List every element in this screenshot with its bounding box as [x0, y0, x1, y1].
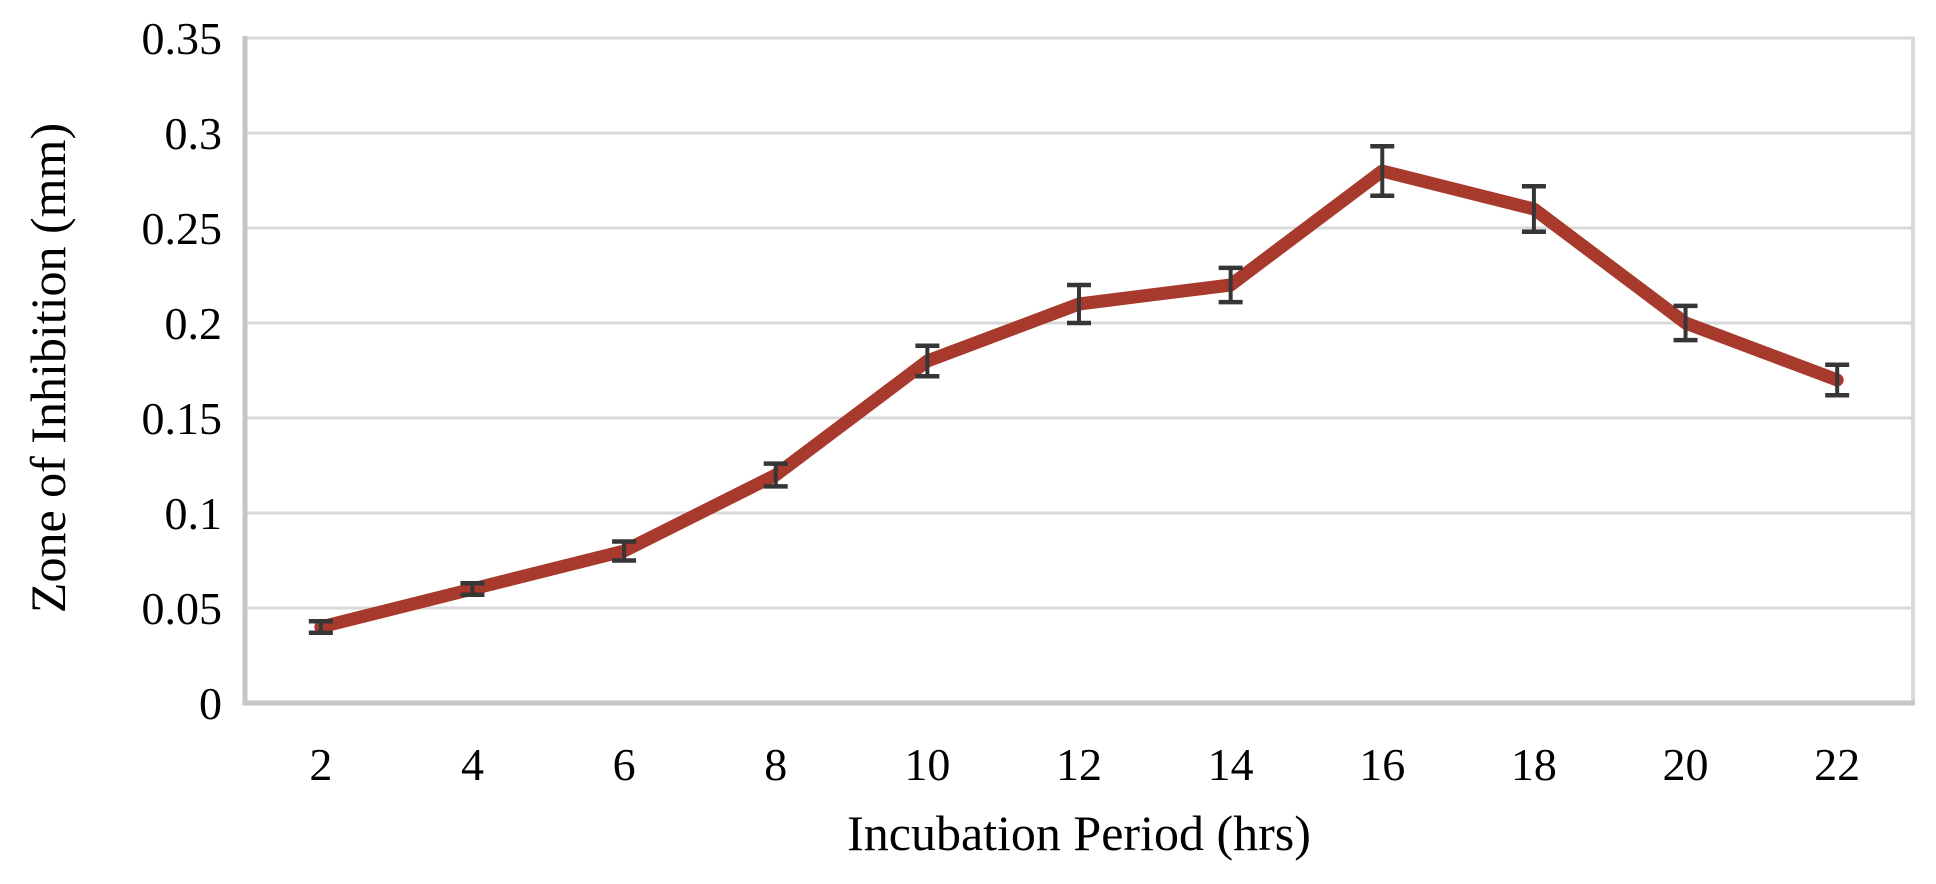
- y-axis-title: Zone of Inhibition (mm): [20, 122, 76, 614]
- y-tick-label: 0.35: [142, 13, 223, 64]
- x-tick-label: 20: [1663, 739, 1709, 790]
- x-tick-label: 18: [1511, 739, 1557, 790]
- x-tick-label: 4: [461, 739, 484, 790]
- y-tick-label: 0: [199, 678, 222, 729]
- y-tick-label: 0.15: [142, 393, 223, 444]
- x-tick-label: 10: [904, 739, 950, 790]
- series-line: [314, 164, 1844, 634]
- x-axis-title: Incubation Period (hrs): [847, 805, 1311, 861]
- x-tick-label: 22: [1814, 739, 1860, 790]
- x-tick-label: 2: [309, 739, 332, 790]
- y-tick-label: 0.05: [142, 583, 223, 634]
- y-tick-label: 0.3: [165, 108, 223, 159]
- x-tick-label: 12: [1056, 739, 1102, 790]
- y-tick-label: 0.1: [165, 488, 223, 539]
- x-tick-label: 14: [1208, 739, 1254, 790]
- y-tick-label: 0.2: [165, 298, 223, 349]
- x-tick-label: 16: [1359, 739, 1405, 790]
- y-tick-label: 0.25: [142, 203, 223, 254]
- x-tick-label: 8: [764, 739, 787, 790]
- x-tick-label: 6: [613, 739, 636, 790]
